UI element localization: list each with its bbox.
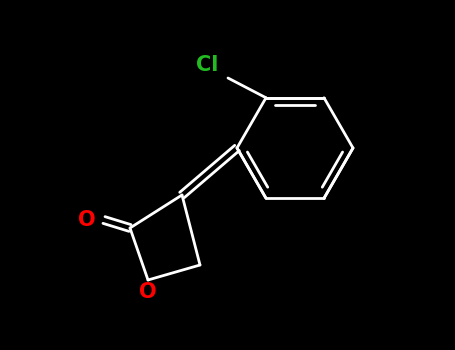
Text: O: O <box>78 210 96 230</box>
Text: O: O <box>139 282 157 302</box>
Text: Cl: Cl <box>196 55 218 75</box>
